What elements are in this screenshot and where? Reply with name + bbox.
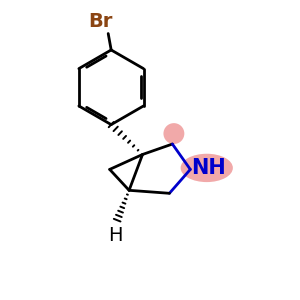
Ellipse shape <box>181 154 233 182</box>
Ellipse shape <box>164 123 184 144</box>
Text: NH: NH <box>191 158 226 178</box>
Text: Br: Br <box>88 12 113 31</box>
Text: H: H <box>108 226 123 245</box>
